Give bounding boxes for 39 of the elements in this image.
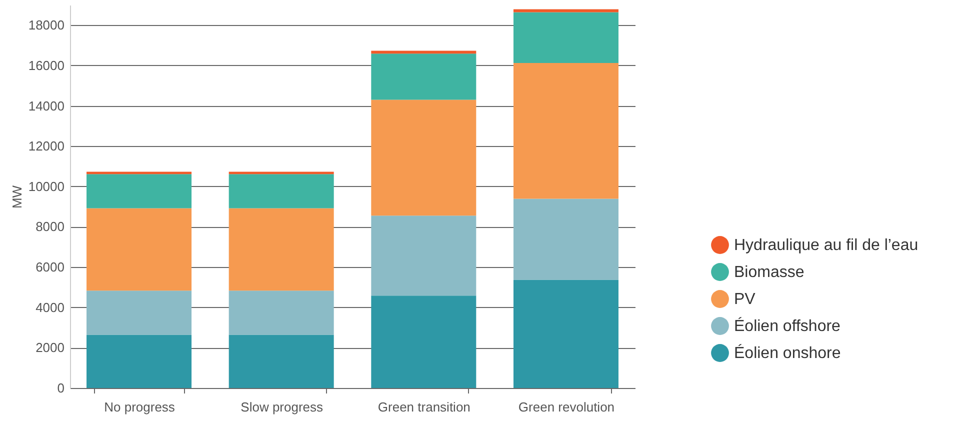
y-tick-label: 4000 xyxy=(36,300,64,315)
bar xyxy=(513,63,618,199)
bar xyxy=(86,290,192,335)
legend-label: Hydraulique au fil de l’eau xyxy=(734,237,918,254)
x-tick-label: Green transition xyxy=(378,400,470,414)
y-tick-label: 2000 xyxy=(36,340,64,356)
y-tick-label: 0 xyxy=(57,380,64,396)
bar xyxy=(228,174,334,208)
bar xyxy=(86,208,192,291)
bar xyxy=(513,9,618,12)
y-tick-label: 6000 xyxy=(36,260,64,275)
y-tick-label: 8000 xyxy=(36,219,64,234)
y-tick-label: 12000 xyxy=(28,138,64,154)
legend-label: Éolien onshore xyxy=(734,344,841,362)
x-tick-label: No progress xyxy=(104,400,176,414)
y-axis-title: MW xyxy=(9,184,24,209)
bar xyxy=(513,12,618,64)
legend-label: PV xyxy=(734,291,756,308)
bar xyxy=(371,54,476,100)
bar xyxy=(228,208,334,291)
y-tick-label: 10000 xyxy=(28,178,64,194)
y-tick-label: 14000 xyxy=(28,98,64,114)
bar xyxy=(86,334,192,388)
bar xyxy=(371,216,476,296)
x-tick-label: Green revolution xyxy=(518,400,615,414)
legend-label: Éolien offshore xyxy=(734,317,841,335)
bar xyxy=(86,172,192,174)
bar xyxy=(228,172,334,174)
bar xyxy=(228,290,334,335)
bar xyxy=(513,198,618,280)
y-tick-label: 18000 xyxy=(28,18,64,33)
legend-label: Biomasse xyxy=(734,264,804,281)
x-tick-label: Slow progress xyxy=(240,400,324,414)
bar xyxy=(228,334,334,388)
bar xyxy=(371,296,476,388)
bar xyxy=(371,100,476,216)
bar xyxy=(86,174,192,208)
bar xyxy=(513,280,618,388)
y-tick-label: 16000 xyxy=(28,58,64,73)
